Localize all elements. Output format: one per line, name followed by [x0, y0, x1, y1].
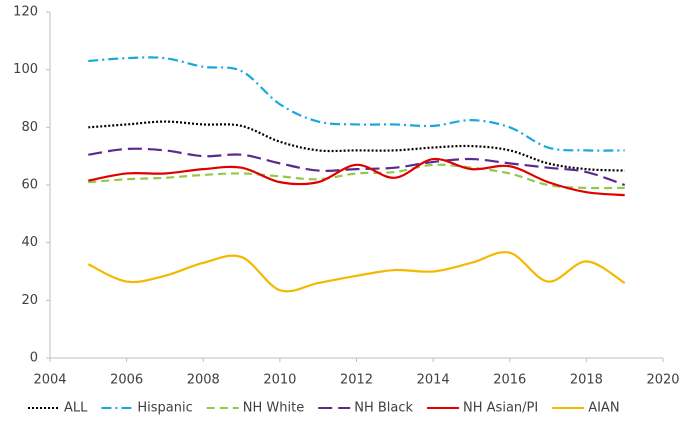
x-tick-label: 2018 [570, 373, 603, 388]
x-tick-label: 2014 [417, 373, 450, 388]
series-line [88, 157, 625, 197]
x-tick-label: 2006 [110, 373, 143, 388]
y-tick-label: 80 [21, 120, 38, 135]
x-tick-label: 2020 [646, 373, 679, 388]
series-line [88, 120, 625, 172]
y-tick-label: 120 [13, 5, 38, 20]
y-tick-label: 40 [21, 235, 38, 250]
x-tick-label: 2012 [340, 373, 373, 388]
y-tick-label: 60 [21, 178, 38, 193]
legend-label: NH White [243, 401, 304, 416]
legend-label: Hispanic [137, 401, 192, 416]
legend-label: NH Black [354, 401, 413, 416]
legend-label: AIAN [588, 401, 619, 416]
x-tick-label: 2008 [187, 373, 220, 388]
series-line [88, 147, 626, 187]
x-tick-label: 2010 [263, 373, 296, 388]
series-line [87, 251, 626, 293]
y-tick-label: 100 [13, 62, 38, 77]
legend-label: ALL [64, 401, 88, 416]
x-tick-label: 2016 [493, 373, 526, 388]
y-tick-label: 20 [21, 293, 38, 308]
x-tick-label: 2004 [33, 373, 66, 388]
series-line [88, 56, 625, 152]
y-tick-label: 0 [30, 351, 38, 366]
legend-label: NH Asian/PI [463, 401, 538, 416]
